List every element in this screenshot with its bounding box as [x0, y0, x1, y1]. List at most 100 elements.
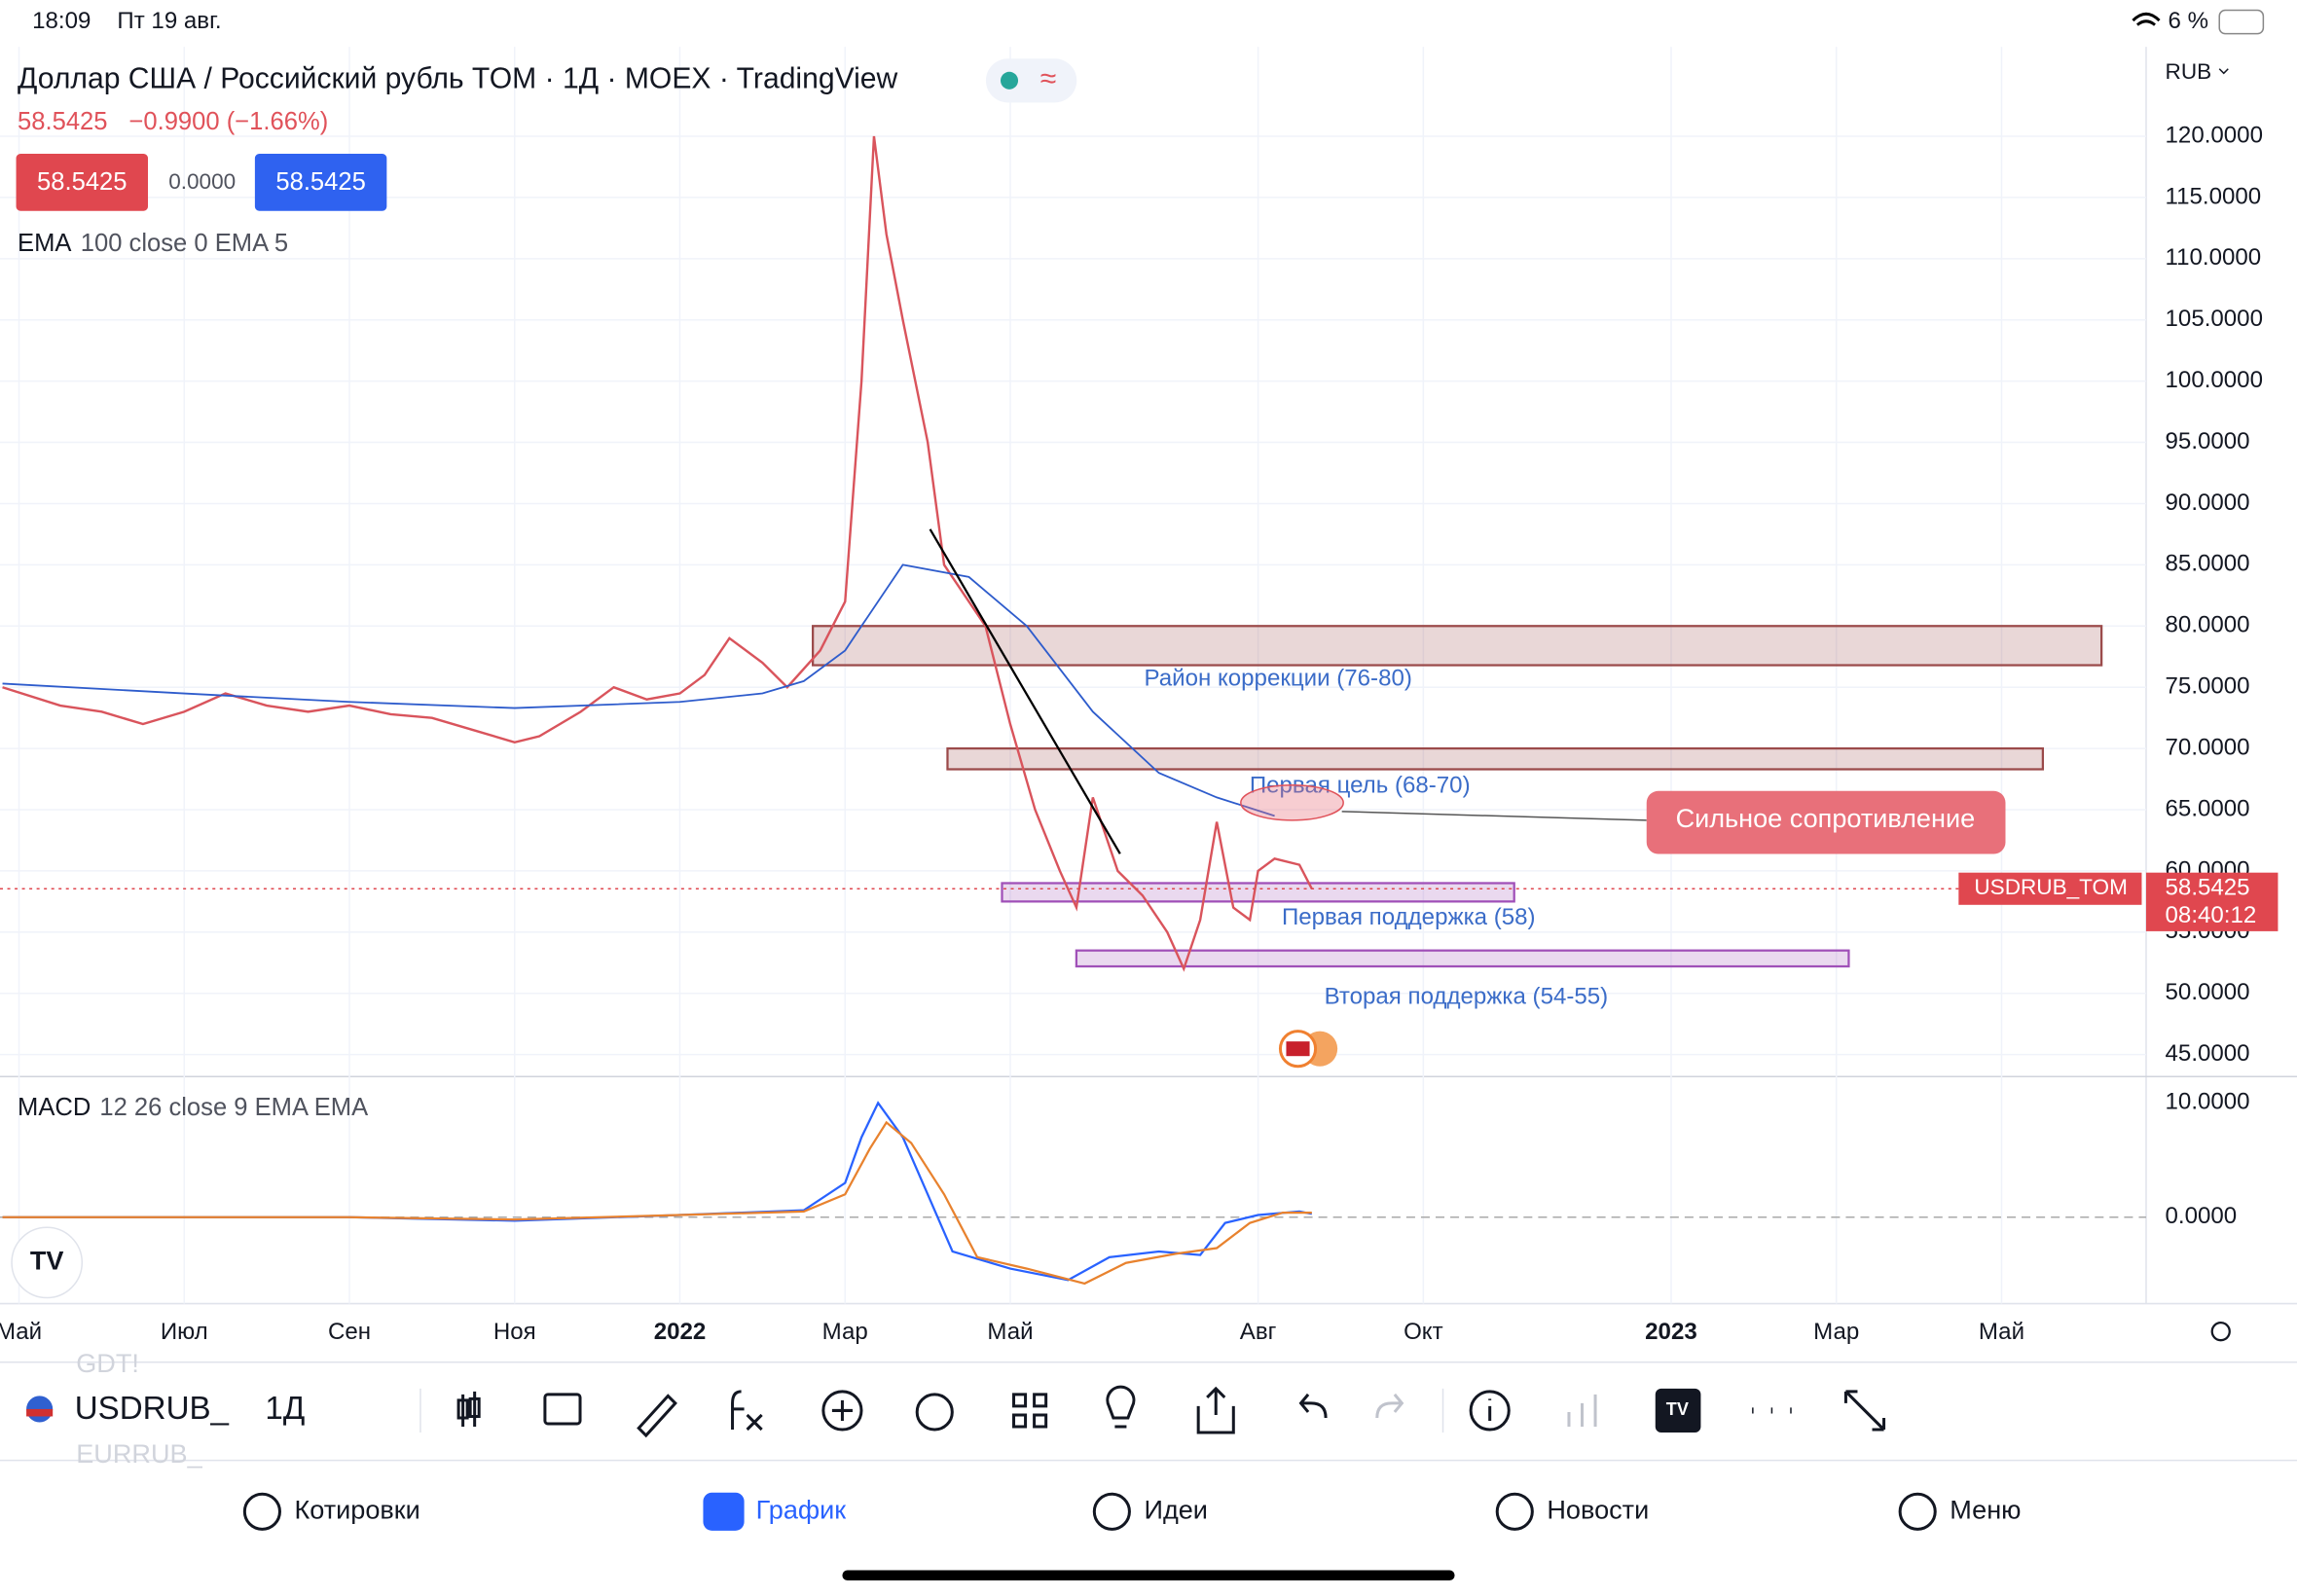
zone [1075, 949, 1850, 968]
y-tick-label: 70.0000 [2166, 734, 2250, 760]
ema-params: 100 close 0 EMA 5 [81, 230, 288, 257]
candles-icon[interactable] [456, 1391, 481, 1427]
nav-icon [1092, 1492, 1131, 1531]
chart-title: Доллар США / Российский рубль TOM · 1Д ·… [18, 63, 897, 95]
nav-label: Идеи [1144, 1494, 1207, 1524]
nav-icon [703, 1492, 745, 1531]
ghost-symbol: GDT! [76, 1348, 139, 1378]
sell-price: 58.5425 [37, 168, 127, 196]
share-icon[interactable] [1196, 1386, 1235, 1434]
x-tick-label: Май [1979, 1319, 2024, 1345]
nav-icon [242, 1492, 281, 1531]
y-tick-label: 90.0000 [2166, 490, 2250, 516]
symbol-tag-text: USDRUB_TOM [1974, 875, 2128, 899]
nav-icon [1495, 1492, 1534, 1531]
buy-price: 58.5425 [275, 168, 365, 196]
x-tick-label: Мар [822, 1319, 868, 1345]
y-tick-label: 95.0000 [2166, 428, 2250, 454]
callout-text: Сильное сопротивление [1676, 803, 1976, 833]
battery-icon [2218, 9, 2265, 35]
nav-label: График [756, 1494, 847, 1524]
countdown-text: 08:40:12 [2166, 902, 2257, 928]
tv-logo-button[interactable] [11, 1226, 84, 1299]
y-tick-label: 85.0000 [2166, 551, 2250, 577]
tv-logo: TV [30, 1246, 64, 1276]
nav-label: Котировки [295, 1494, 420, 1524]
home-indicator [842, 1570, 1455, 1581]
status-battery: 6 % [2169, 8, 2209, 34]
layout-icon[interactable] [1012, 1393, 1048, 1429]
macd-tick-label: 0.0000 [2166, 1203, 2238, 1229]
x-tick-label: Май [0, 1319, 42, 1345]
x-tick-label: Июл [161, 1319, 208, 1345]
price-tag [2145, 872, 2279, 931]
zone [1001, 882, 1515, 903]
nav-item[interactable]: Идеи [1092, 1492, 1208, 1531]
zone-label: Район коррекции (76-80) [1144, 666, 1411, 692]
status-pill[interactable] [985, 58, 1077, 103]
nav-label: Новости [1547, 1494, 1649, 1524]
series-line [2, 563, 1275, 817]
fullscreen-icon[interactable] [1843, 1390, 1886, 1432]
trend-line [929, 528, 1121, 854]
compare-icon[interactable] [543, 1393, 582, 1426]
currency[interactable]: RUB [2166, 59, 2212, 84]
x-tick-label: Окт [1404, 1319, 1443, 1345]
nav-label: Меню [1950, 1494, 2021, 1524]
add-icon[interactable] [821, 1390, 863, 1432]
nav-item[interactable]: Котировки [242, 1492, 420, 1531]
alert-icon[interactable] [915, 1393, 954, 1432]
settings-icon[interactable] [2210, 1321, 2231, 1342]
spread: 0.0000 [168, 169, 236, 194]
sell-button[interactable] [16, 154, 149, 211]
draw-icon[interactable] [637, 1394, 677, 1438]
y-tick-label: 105.0000 [2166, 306, 2263, 332]
y-tick-label: 65.0000 [2166, 795, 2250, 821]
nav-item[interactable]: Меню [1898, 1492, 2021, 1531]
callout-pointer [1341, 811, 1647, 821]
series-line [2, 135, 1313, 972]
stats-icon[interactable] [1567, 1394, 1597, 1427]
y-tick-label: 45.0000 [2166, 1040, 2250, 1067]
ideas-icon[interactable] [1106, 1385, 1136, 1429]
status-date: Пт 19 авг. [117, 8, 221, 34]
y-tick-label: 110.0000 [2166, 244, 2262, 271]
tv-button-logo: TV [1666, 1399, 1689, 1419]
redo-icon[interactable] [1375, 1393, 1404, 1419]
toolbar-symbol[interactable]: USDRUB_ [75, 1391, 230, 1427]
ghost-symbol: EURRUB_ [76, 1438, 202, 1469]
nav-item[interactable]: Новости [1495, 1492, 1649, 1531]
info-icon[interactable] [1469, 1390, 1511, 1432]
x-tick-label: Ноя [493, 1319, 536, 1345]
y-tick-label: 100.0000 [2166, 367, 2263, 393]
ema-name: EMA [18, 230, 72, 257]
quote-change: −0.9900 (−1.66%) [128, 108, 328, 135]
callout-box [1646, 790, 2006, 854]
y-tick-label: 75.0000 [2166, 673, 2250, 700]
x-tick-label: 2022 [654, 1319, 707, 1345]
wifi-icon [2132, 12, 2161, 26]
undo-icon[interactable] [1298, 1393, 1328, 1419]
nav-icon [1898, 1492, 1937, 1531]
x-tick-label: 2023 [1645, 1319, 1697, 1345]
nav-item[interactable]: График [703, 1492, 847, 1531]
zone [946, 746, 2045, 771]
series-line [2, 1120, 1312, 1286]
currency-caret [2218, 68, 2229, 75]
indicator-icon[interactable] [731, 1390, 763, 1432]
symbol-flag-stripe [26, 1408, 54, 1417]
macd-tick-label: 10.0000 [2166, 1089, 2250, 1115]
symbol-tag [1958, 872, 2142, 905]
resistance-ellipse [1240, 784, 1344, 821]
tv-button[interactable] [1655, 1388, 1701, 1433]
quote-last: 58.5425 [18, 108, 107, 135]
toolbar-interval[interactable]: 1Д [265, 1391, 305, 1427]
event-flag [1286, 1041, 1310, 1057]
buy-button[interactable] [254, 154, 387, 211]
status-time: 18:09 [32, 8, 91, 34]
y-tick-label: 80.0000 [2166, 612, 2250, 638]
macd-name: MACD [18, 1094, 91, 1121]
market-dot [1000, 71, 1019, 90]
toolbar-icons [456, 1385, 1886, 1438]
